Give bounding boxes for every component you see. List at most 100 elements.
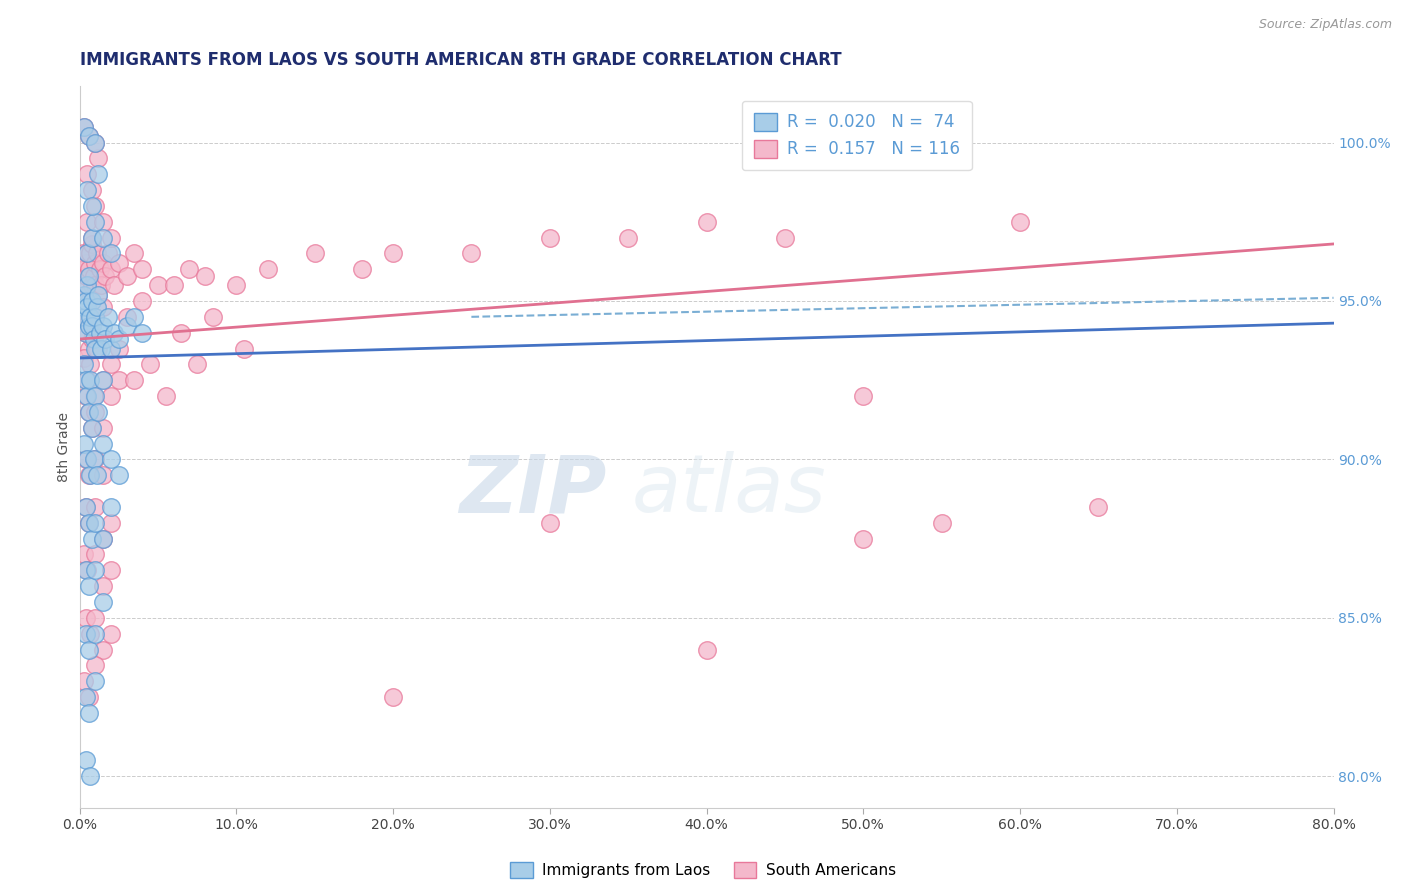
Point xyxy=(76,389,98,403)
Point xyxy=(100,626,122,640)
Point xyxy=(79,319,101,334)
Point xyxy=(115,310,138,324)
Point xyxy=(75,293,97,308)
Point xyxy=(91,319,114,334)
Point xyxy=(115,268,138,283)
Point xyxy=(852,532,875,546)
Point xyxy=(84,658,107,673)
Point xyxy=(84,136,107,150)
Point xyxy=(77,405,100,419)
Point xyxy=(84,136,107,150)
Point xyxy=(76,301,98,315)
Point xyxy=(84,516,107,530)
Point xyxy=(83,452,105,467)
Point xyxy=(75,500,97,514)
Point xyxy=(86,246,108,260)
Point xyxy=(86,342,108,356)
Point xyxy=(75,626,97,640)
Point xyxy=(75,268,97,283)
Point xyxy=(73,351,96,365)
Point xyxy=(75,373,97,387)
Point xyxy=(73,278,96,293)
Point xyxy=(77,405,100,419)
Point xyxy=(170,326,193,340)
Point xyxy=(80,293,103,308)
Point xyxy=(107,468,129,483)
Point xyxy=(155,389,177,403)
Point xyxy=(72,301,94,315)
Point xyxy=(84,405,107,419)
Point xyxy=(225,278,247,293)
Point xyxy=(89,326,111,340)
Point xyxy=(350,262,373,277)
Point xyxy=(73,310,96,324)
Point xyxy=(100,342,122,356)
Point xyxy=(73,548,96,562)
Point xyxy=(131,293,153,308)
Point xyxy=(91,532,114,546)
Point xyxy=(76,301,98,315)
Point xyxy=(75,326,97,340)
Point xyxy=(107,342,129,356)
Point xyxy=(86,301,108,315)
Point xyxy=(84,256,107,270)
Point xyxy=(76,183,98,197)
Point xyxy=(80,183,103,197)
Point xyxy=(382,690,405,704)
Legend: R =  0.020   N =  74, R =  0.157   N = 116: R = 0.020 N = 74, R = 0.157 N = 116 xyxy=(742,101,972,170)
Point xyxy=(76,246,98,260)
Point xyxy=(100,262,122,277)
Point xyxy=(80,278,103,293)
Point xyxy=(76,452,98,467)
Point xyxy=(83,268,105,283)
Point xyxy=(77,268,100,283)
Point xyxy=(73,262,96,277)
Y-axis label: 8th Grade: 8th Grade xyxy=(58,412,72,482)
Point xyxy=(84,310,107,324)
Point xyxy=(186,357,208,371)
Point xyxy=(90,278,112,293)
Point xyxy=(84,452,107,467)
Point xyxy=(77,516,100,530)
Point xyxy=(131,326,153,340)
Point xyxy=(73,436,96,450)
Point xyxy=(139,357,162,371)
Point xyxy=(84,548,107,562)
Point xyxy=(76,215,98,229)
Point xyxy=(91,421,114,435)
Point xyxy=(256,262,278,277)
Point xyxy=(100,500,122,514)
Point xyxy=(91,436,114,450)
Point xyxy=(77,129,100,144)
Point xyxy=(79,246,101,260)
Point xyxy=(84,500,107,514)
Point xyxy=(76,373,98,387)
Point xyxy=(77,342,100,356)
Point xyxy=(75,256,97,270)
Point xyxy=(76,246,98,260)
Point xyxy=(80,319,103,334)
Point xyxy=(91,579,114,593)
Point xyxy=(194,268,217,283)
Point xyxy=(107,256,129,270)
Point xyxy=(1008,215,1031,229)
Text: ZIP: ZIP xyxy=(458,451,606,529)
Point xyxy=(77,516,100,530)
Point xyxy=(84,310,107,324)
Point xyxy=(146,278,169,293)
Point xyxy=(77,706,100,720)
Point xyxy=(80,199,103,213)
Point xyxy=(91,256,114,270)
Point xyxy=(75,754,97,768)
Text: IMMIGRANTS FROM LAOS VS SOUTH AMERICAN 8TH GRADE CORRELATION CHART: IMMIGRANTS FROM LAOS VS SOUTH AMERICAN 8… xyxy=(80,51,841,69)
Point xyxy=(115,319,138,334)
Point xyxy=(852,389,875,403)
Point xyxy=(87,287,110,301)
Point xyxy=(83,332,105,346)
Point xyxy=(91,301,114,315)
Point xyxy=(79,626,101,640)
Point xyxy=(304,246,326,260)
Point xyxy=(77,468,100,483)
Point xyxy=(100,563,122,577)
Point xyxy=(84,563,107,577)
